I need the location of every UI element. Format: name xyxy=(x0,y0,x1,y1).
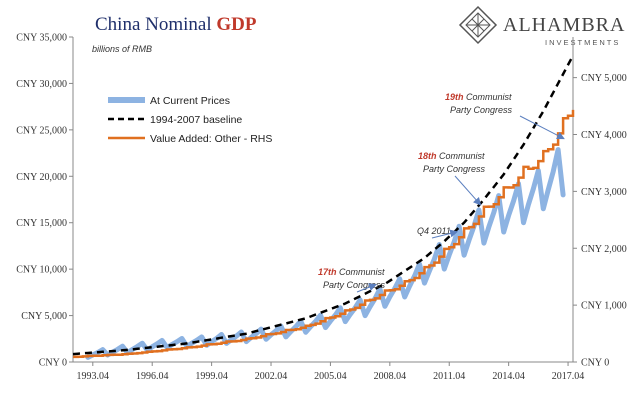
annotation-19th-line1: 19th Communist xyxy=(445,92,512,102)
y-right-tick-label-3: CNY 3,000 xyxy=(581,187,627,198)
y-left-tick-label-1: CNY 5,000 xyxy=(21,311,67,322)
annotation-18th-arrow xyxy=(454,175,482,206)
x-tick-label-7: 2014.04 xyxy=(492,371,525,382)
y-left-tick-label-7: CNY 35,000 xyxy=(16,33,67,44)
annotation-18th-line2: Party Congress xyxy=(423,164,486,174)
series-baseline xyxy=(72,55,575,356)
annotation-19th-line2: Party Congress xyxy=(450,105,513,115)
chart-title: China Nominal GDP xyxy=(95,14,257,35)
annotation-17th-line2: Party Congress xyxy=(323,280,386,290)
legend-label-baseline: 1994-2007 baseline xyxy=(150,114,242,126)
alhambra-diamond-logo-icon xyxy=(458,5,498,45)
annotation-q4-2011-text: Q4 2011 xyxy=(417,226,451,236)
annotation-19th-text: Communist xyxy=(464,92,513,102)
legend-label-value-added: Value Added: Other - RHS xyxy=(150,133,272,145)
annotation-17th-accent: 17th xyxy=(318,267,337,277)
y-axis-left-ticks: CNY 0 CNY 5,000 CNY 10,000 CNY 15,000 CNY 20… xyxy=(16,33,73,369)
x-tick-label-5: 2008.04 xyxy=(374,371,407,382)
y-left-tick-label-5: CNY 25,000 xyxy=(16,125,67,136)
annotation-19th-congress: 19th Communist Party Congress xyxy=(445,92,565,140)
x-tick-label-6: 2011.04 xyxy=(433,371,465,382)
annotation-18th-line1: 18th Communist xyxy=(418,151,485,161)
brand-logo: ALHAMBRA INVESTMENTS xyxy=(458,5,625,47)
annotation-17th-arrow xyxy=(356,283,377,293)
y-left-tick-label-4: CNY 20,000 xyxy=(16,172,67,183)
brand-subtitle: INVESTMENTS xyxy=(545,38,620,47)
annotation-17th-line1: 17th Communist xyxy=(318,267,385,277)
annotation-17th-congress: 17th Communist Party Congress xyxy=(318,267,386,293)
x-axis-ticks: 1993.04 1996.04 1999.04 2002.04 2005.04 2008.… xyxy=(77,362,585,382)
brand-name: ALHAMBRA xyxy=(503,14,625,36)
x-tick-label-8: 2017.04 xyxy=(552,371,585,382)
annotation-19th-arrow xyxy=(519,115,565,140)
y-right-tick-label-4: CNY 4,000 xyxy=(581,130,627,141)
annotation-q4-2011: Q4 2011 xyxy=(417,226,459,239)
chart-title-part2: GDP xyxy=(216,14,257,35)
series-value-added-other xyxy=(73,109,575,359)
y-right-tick-label-2: CNY 2,000 xyxy=(581,244,627,255)
annotation-17th-text: Communist xyxy=(337,267,386,277)
y-left-tick-label-0: CNY 0 xyxy=(39,358,67,369)
x-tick-label-2: 1999.04 xyxy=(195,371,228,382)
y-left-tick-label-6: CNY 30,000 xyxy=(16,79,67,90)
annotation-18th-accent: 18th xyxy=(418,151,437,161)
annotation-q4-2011-arrow xyxy=(431,229,459,239)
annotation-18th-congress: 18th Communist Party Congress xyxy=(418,151,486,206)
x-tick-label-0: 1993.04 xyxy=(77,371,110,382)
y-right-tick-label-5: CNY 5,000 xyxy=(581,73,627,84)
x-tick-label-4: 2005.04 xyxy=(314,371,347,382)
annotation-19th-accent: 19th xyxy=(445,92,464,102)
chart-title-part1: China Nominal xyxy=(95,14,216,35)
legend-label-current: At Current Prices xyxy=(150,95,230,107)
chart-subtitle: billions of RMB xyxy=(92,44,152,54)
y-left-tick-label-3: CNY 15,000 xyxy=(16,218,67,229)
x-tick-label-3: 2002.04 xyxy=(255,371,288,382)
series-at-current-prices xyxy=(85,147,566,360)
x-tick-label-1: 1996.04 xyxy=(136,371,169,382)
y-right-tick-label-1: CNY 1,000 xyxy=(581,301,627,312)
y-right-tick-label-0: CNY 0 xyxy=(581,358,609,369)
annotation-18th-text: Communist xyxy=(437,151,486,161)
legend: At Current Prices 1994-2007 baseline Val… xyxy=(108,95,272,145)
y-left-tick-label-2: CNY 10,000 xyxy=(16,265,67,276)
y-axis-right-ticks: CNY 0 CNY 1,000 CNY 2,000 CNY 3,000 CNY 4,00… xyxy=(573,73,627,369)
